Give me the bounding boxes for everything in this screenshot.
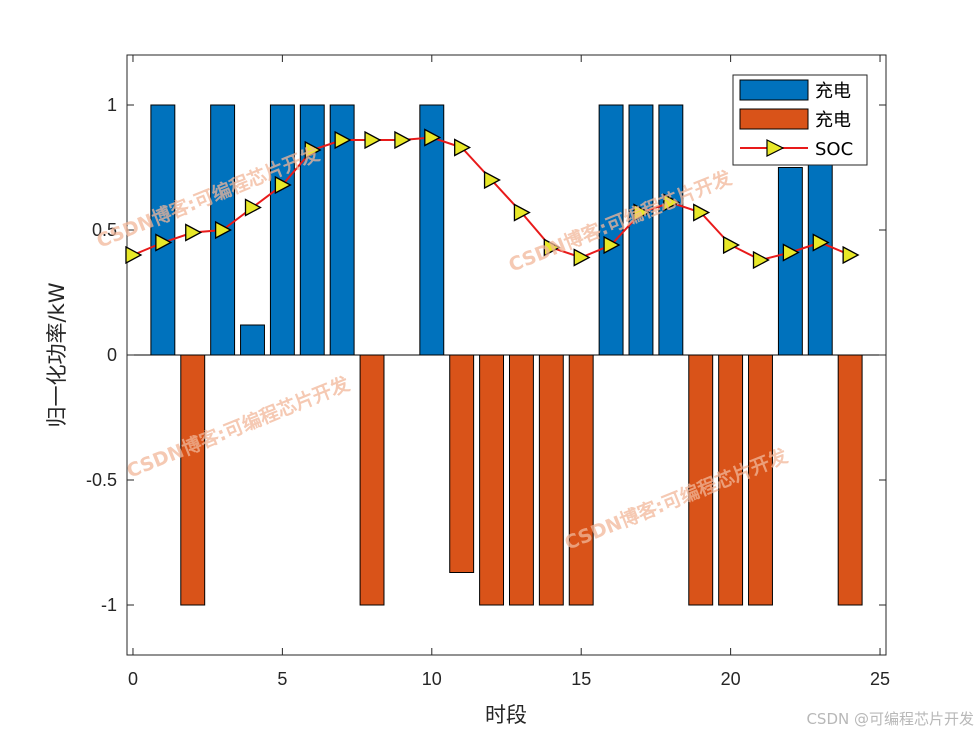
x-tick-label: 20: [721, 669, 741, 689]
soc-point: [274, 175, 292, 195]
soc-point: [394, 130, 412, 150]
soc-point: [483, 170, 501, 190]
soc-point: [185, 223, 203, 242]
soc-point: [125, 245, 143, 265]
legend-swatch-soc-marker: [766, 139, 785, 157]
x-tick-label: 10: [422, 669, 442, 689]
y-tick-label: 0.5: [92, 220, 117, 240]
charge-bar: [269, 104, 295, 356]
soc-point: [513, 203, 531, 222]
y-tick-label: -1: [101, 595, 117, 615]
discharge-bar: [180, 354, 206, 606]
discharge-bar: [837, 354, 863, 606]
y-tick-label: 1: [107, 95, 117, 115]
soc-point: [812, 233, 830, 252]
soc-point: [334, 130, 352, 150]
soc-point: [214, 220, 233, 240]
soc-point: [244, 198, 262, 217]
soc-point: [424, 128, 442, 147]
charge-bar: [777, 167, 803, 356]
discharge-bar: [538, 354, 564, 606]
discharge-bar: [449, 354, 475, 573]
soc-point: [722, 235, 740, 255]
soc-point: [573, 248, 591, 267]
x-tick-label: 25: [870, 669, 890, 689]
soc-point: [633, 203, 651, 222]
y-tick-label: 0: [107, 345, 117, 365]
legend-label-discharge: 充电: [815, 110, 851, 131]
charge-bar: [628, 104, 654, 356]
soc-point: [693, 203, 711, 222]
discharge-bar: [568, 354, 594, 606]
charge-bar: [299, 104, 325, 356]
x-tick-label: 0: [128, 669, 138, 689]
y-tick-label: -0.5: [86, 470, 117, 490]
soc-line-group: [125, 128, 860, 270]
legend-swatch-charge: [739, 79, 809, 101]
charge-bar: [240, 324, 265, 356]
soc-point: [782, 243, 800, 262]
x-axis-label: 时段: [485, 703, 527, 727]
discharge-bar: [508, 354, 534, 606]
x-tick-label: 15: [571, 669, 591, 689]
soc-point: [543, 238, 561, 257]
bars-group: [150, 104, 863, 606]
axis-ticks: 0 5 10 15 20 25 -1 -0.5 0 0.5 1: [86, 55, 890, 689]
soc-point: [752, 250, 770, 270]
soc-point: [663, 193, 681, 212]
soc-point: [603, 235, 621, 255]
legend-label-charge: 充电: [815, 81, 851, 102]
legend: 充电 充电 SOC: [732, 74, 868, 166]
soc-point: [304, 140, 322, 160]
soc-point: [155, 233, 173, 252]
soc-point: [842, 245, 860, 265]
soc-point: [454, 138, 472, 157]
charge-bar: [658, 104, 684, 356]
y-axis-label: 归一化功率/kW: [45, 282, 69, 427]
discharge-bar: [479, 354, 505, 606]
soc-point: [364, 130, 382, 150]
legend-label-soc: SOC: [815, 139, 853, 160]
legend-swatch-discharge: [739, 108, 809, 130]
credit-text: CSDN @可编程芯片开发: [806, 710, 974, 728]
discharge-bar: [359, 354, 385, 606]
x-tick-label: 5: [277, 669, 287, 689]
